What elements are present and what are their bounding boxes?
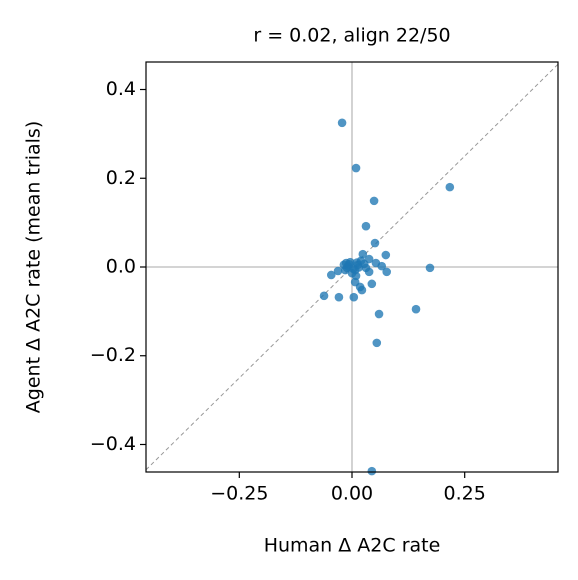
y-tick-label: 0.0 — [106, 256, 136, 278]
point — [357, 285, 367, 295]
point — [374, 309, 384, 319]
point — [358, 249, 368, 259]
plot-frame — [145, 61, 559, 473]
y-tick-label: 0.2 — [106, 167, 136, 189]
point — [364, 267, 374, 277]
point — [349, 292, 359, 302]
point — [411, 304, 421, 314]
point — [377, 261, 387, 271]
x-tick-label: 0.25 — [444, 483, 486, 505]
point — [445, 182, 455, 192]
point — [425, 263, 435, 273]
point — [370, 238, 380, 248]
point — [372, 338, 382, 348]
point — [352, 258, 362, 267]
y-tick-label: −0.2 — [90, 344, 136, 366]
y-tick-label: 0.4 — [106, 78, 136, 100]
point — [351, 163, 361, 173]
point — [361, 221, 371, 231]
point — [337, 118, 347, 128]
point — [349, 264, 358, 274]
point — [382, 267, 392, 277]
point — [367, 466, 377, 476]
point — [367, 279, 377, 289]
point — [326, 270, 336, 280]
x-axis-label: Human Δ A2C rate — [264, 535, 441, 557]
y-tick-label: −0.4 — [90, 433, 136, 455]
point — [381, 250, 391, 260]
point — [351, 271, 361, 281]
x-tick-label: −0.25 — [210, 483, 268, 505]
x-tick-label: 0.00 — [331, 483, 373, 505]
point — [369, 196, 379, 206]
chart-title: r = 0.02, align 22/50 — [253, 25, 450, 47]
y-axis-label: Agent Δ A2C rate (mean trials) — [23, 121, 45, 413]
point — [333, 266, 343, 276]
point — [334, 292, 344, 302]
point — [319, 291, 329, 301]
